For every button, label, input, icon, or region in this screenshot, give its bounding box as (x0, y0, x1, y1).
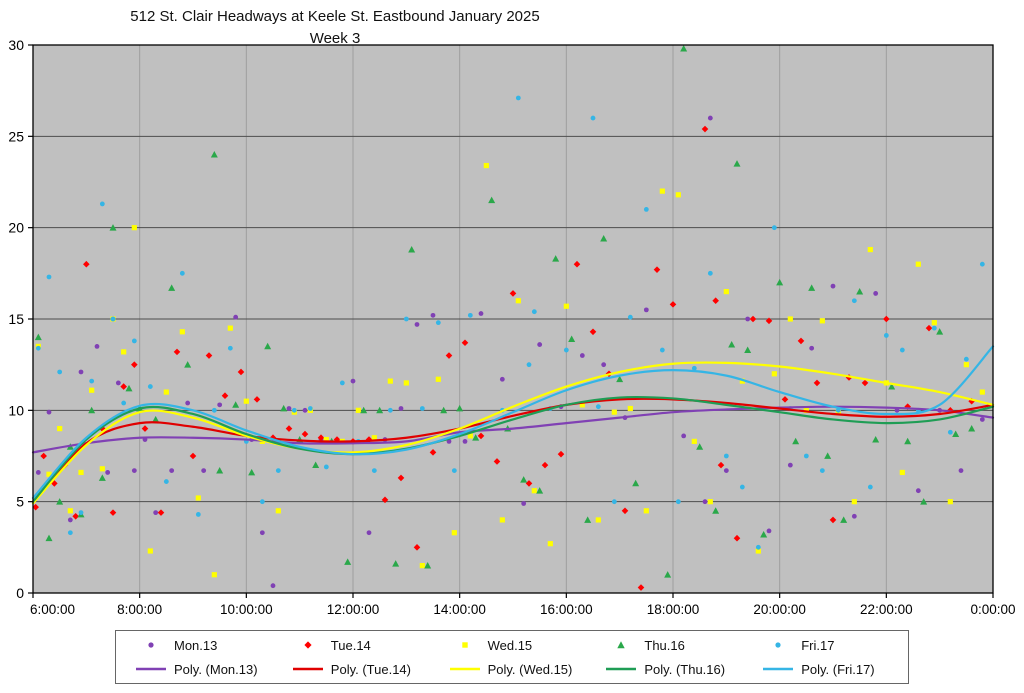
legend-swatch (761, 638, 795, 652)
legend-item-poly-0: Poly. (Mon.13) (120, 662, 277, 677)
chart-legend: Mon.13 Tue.14 Wed.15 Thu.16 Fri.17 Poly. (Mon… (115, 630, 909, 684)
legend-item-poly-2: Poly. (Wed.15) (434, 662, 591, 677)
svg-text:5: 5 (16, 494, 24, 510)
svg-text:22:00:00: 22:00:00 (860, 602, 913, 617)
svg-text:0: 0 (16, 585, 24, 601)
svg-text:14:00:00: 14:00:00 (433, 602, 486, 617)
svg-text:0:00:00: 0:00:00 (970, 602, 1015, 617)
legend-item-marker-0: Mon.13 (120, 638, 277, 653)
legend-item-poly-1: Poly. (Tue.14) (277, 662, 434, 677)
legend-label: Fri.17 (801, 637, 835, 653)
svg-text:30: 30 (8, 37, 24, 53)
legend-swatch (761, 662, 795, 676)
legend-swatch (291, 662, 325, 676)
legend-label: Thu.16 (644, 637, 685, 653)
legend-label: Wed.15 (487, 637, 533, 653)
legend-item-marker-4: Fri.17 (747, 638, 904, 653)
legend-swatch (448, 662, 482, 676)
legend-swatch (604, 638, 638, 652)
svg-text:15: 15 (8, 311, 24, 327)
legend-item-poly-3: Poly. (Thu.16) (590, 662, 747, 677)
legend-item-marker-1: Tue.14 (277, 638, 434, 653)
chart-subtitle: Week 3 (309, 29, 361, 47)
svg-text:25: 25 (8, 128, 24, 144)
plot-svg: 0 5 10 15 20 25 30 6:00:00 8:00:00 10:00:00 12:00:… (8, 37, 1015, 617)
chart-title: 512 St. Clair Headways at Keele St. East… (130, 8, 540, 25)
legend-swatch (134, 638, 168, 652)
legend-label: Poly. (Fri.17) (801, 661, 875, 677)
legend-swatch (291, 638, 325, 652)
legend-item-marker-3: Thu.16 (590, 638, 747, 653)
legend-label: Tue.14 (330, 637, 371, 653)
svg-text:16:00:00: 16:00:00 (540, 602, 593, 617)
legend-label: Mon.13 (174, 637, 218, 653)
legend-label: Poly. (Tue.14) (330, 661, 411, 677)
legend-label: Poly. (Wed.15) (487, 661, 573, 677)
svg-text:10:00:00: 10:00:00 (220, 602, 273, 617)
legend-item-poly-4: Poly. (Fri.17) (747, 662, 904, 677)
svg-text:8:00:00: 8:00:00 (117, 602, 162, 617)
svg-text:20:00:00: 20:00:00 (753, 602, 806, 617)
legend-label: Poly. (Mon.13) (174, 661, 258, 677)
legend-label: Poly. (Thu.16) (644, 661, 726, 677)
chart-title-block: 512 St. Clair Headways at Keele St. East… (95, 6, 575, 50)
legend-swatch (604, 662, 638, 676)
svg-text:6:00:00: 6:00:00 (30, 602, 75, 617)
svg-text:20: 20 (8, 220, 24, 236)
svg-text:12:00:00: 12:00:00 (327, 602, 380, 617)
legend-swatch (448, 638, 482, 652)
legend-swatch (134, 662, 168, 676)
legend-item-marker-2: Wed.15 (434, 638, 591, 653)
svg-text:18:00:00: 18:00:00 (647, 602, 700, 617)
svg-text:10: 10 (8, 402, 24, 418)
